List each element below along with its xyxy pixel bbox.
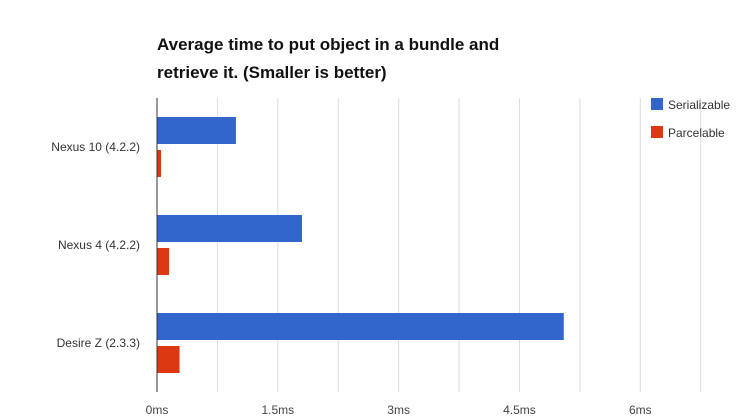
category-label: Desire Z (2.3.3) xyxy=(57,336,140,350)
bar-serializable-1 xyxy=(157,215,302,242)
x-tick-label: 4.5ms xyxy=(503,403,536,417)
bar-serializable-0 xyxy=(157,117,236,144)
bar-parcelable-2 xyxy=(157,346,180,373)
chart-title-line-2: retrieve it. (Smaller is better) xyxy=(157,63,387,82)
x-tick-label: 1.5ms xyxy=(261,403,294,417)
legend-swatch xyxy=(651,126,663,138)
bar-serializable-2 xyxy=(157,313,564,340)
gridlines xyxy=(216,98,702,392)
x-tick-label: 6ms xyxy=(629,403,652,417)
legend-label: Parcelable xyxy=(668,126,725,140)
category-label: Nexus 10 (4.2.2) xyxy=(51,140,140,154)
x-tick-labels: 0ms 1.5ms 3ms 4.5ms 6ms xyxy=(146,403,652,417)
chart-title-line-1: Average time to put object in a bundle a… xyxy=(157,35,499,54)
category-labels: Nexus 10 (4.2.2) Nexus 4 (4.2.2) Desire Z … xyxy=(51,140,140,350)
bar-parcelable-1 xyxy=(157,248,170,275)
category-label: Nexus 4 (4.2.2) xyxy=(58,238,140,252)
bars xyxy=(157,117,564,373)
legend-label: Serializable xyxy=(668,98,730,112)
x-tick-label: 3ms xyxy=(387,403,410,417)
x-tick-label: 0ms xyxy=(146,403,169,417)
legend: Serializable Parcelable xyxy=(651,98,730,140)
bar-parcelable-0 xyxy=(157,150,162,177)
legend-swatch xyxy=(651,98,663,110)
